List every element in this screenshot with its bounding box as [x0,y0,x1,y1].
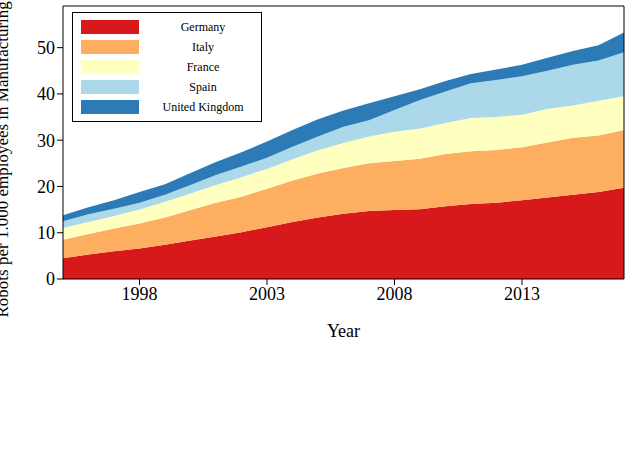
svg-text:1998: 1998 [122,284,158,304]
html-text:France: France [186,59,220,74]
svg-text:10: 10 [37,223,55,243]
svg-text:Year: Year [327,321,360,341]
svg-text:0: 0 [46,269,55,289]
svg-text:2013: 2013 [504,284,540,304]
html-text:United Kingdom: United Kingdom [162,99,244,114]
html-text:Italy: Italy [192,39,214,54]
svg-text:2003: 2003 [249,284,285,304]
html-text:Spain: Spain [189,79,217,94]
svg-text:50: 50 [37,38,55,58]
html-text:Germany: Germany [180,19,226,34]
svg-text:2008: 2008 [377,284,413,304]
svg-text:Robots per 1.000 employees in: Robots per 1.000 employees in Manufactur… [8,1,12,318]
svg-text:20: 20 [37,177,55,197]
svg-text:40: 40 [37,84,55,104]
svg-text:30: 30 [37,131,55,151]
